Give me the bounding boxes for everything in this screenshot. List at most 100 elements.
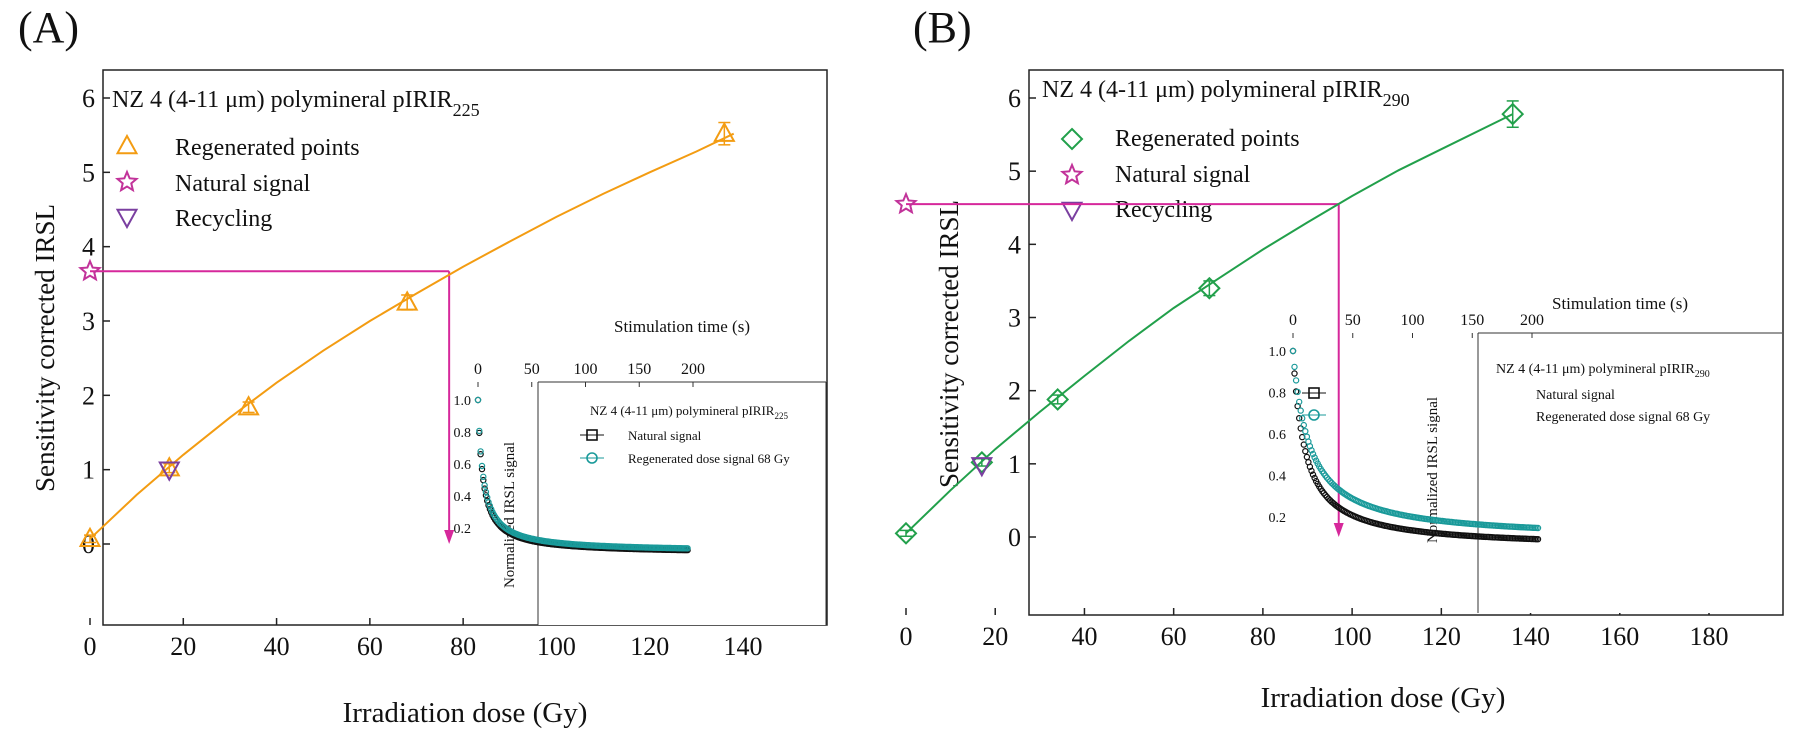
inset-y-tick-label: 1.0 — [454, 394, 472, 409]
chart-title: NZ 4 (4-11 μm) polymineral pIRIR225 — [112, 87, 480, 120]
decay-point — [1300, 421, 1308, 429]
decay-point — [1309, 450, 1317, 458]
inset-x-tick-label: 50 — [1345, 312, 1361, 329]
inset-legend-label-regenerated: Regenerated dose signal 68 Gy — [1536, 410, 1710, 425]
inset-title-main: NZ 4 (4-11 μm) polymineral pIRIR — [590, 403, 775, 418]
x-tick-label: 20 — [982, 622, 1008, 651]
inset-y-axis: 0.2 0.4 0.6 0.8 1.0 — [1269, 345, 1287, 526]
decay-point — [477, 451, 484, 458]
diamond-marker — [894, 521, 918, 545]
inset-legend-label-natural: Natural signal — [628, 428, 702, 443]
y-tick-label: 3 — [82, 307, 95, 336]
inset-y-tick-label: 0.8 — [454, 426, 472, 441]
decay-point — [1291, 370, 1298, 377]
decay-point — [476, 429, 483, 437]
star-marker — [78, 258, 102, 282]
inset-decay-points — [1289, 347, 1542, 543]
x-tick-label: 60 — [1161, 622, 1187, 651]
x-tick-label: 20 — [170, 632, 196, 661]
x-tick-label: 40 — [1071, 622, 1097, 651]
triangle-up-marker — [237, 395, 260, 416]
y-tick-label: 2 — [82, 381, 95, 410]
decay-point — [1311, 474, 1318, 482]
fit-curve — [905, 113, 1514, 535]
legend-marker-star — [1060, 162, 1084, 186]
legend-label-natural: Natural signal — [1115, 162, 1251, 188]
triangle-up-marker — [713, 121, 736, 142]
decay-point — [481, 482, 488, 489]
inset-y-axis-label: Normalized IRSL signal — [1425, 397, 1441, 543]
decay-point — [1311, 454, 1318, 461]
dose-guide-arrowhead — [444, 530, 455, 544]
decay-point — [1298, 415, 1306, 422]
inset-x-tick-label: 50 — [524, 361, 540, 378]
inset-legend-square-marker — [586, 429, 598, 441]
y-tick-label: 0 — [1008, 523, 1021, 552]
decay-point — [1308, 447, 1315, 454]
inset-x-tick-label: 150 — [1460, 312, 1484, 329]
inset-y-tick-label: 0.2 — [454, 522, 472, 537]
x-tick-label: 100 — [1333, 622, 1372, 651]
legend-label-natural: Natural signal — [175, 171, 311, 197]
y-tick-label: 1 — [1008, 450, 1021, 479]
decay-point — [480, 473, 487, 480]
decay-point — [1308, 467, 1315, 475]
panel-label: (A) — [18, 3, 79, 52]
inset-x-tick-label: 0 — [474, 361, 482, 378]
decay-point — [477, 448, 484, 455]
chart-title-main: NZ 4 (4-11 μm) polymineral pIRIR — [112, 87, 453, 113]
inset-x-axis: 0 50 100 150 200 — [474, 361, 705, 387]
triangle-up-marker — [395, 290, 419, 311]
decay-point — [1291, 363, 1298, 371]
inset-title: NZ 4 (4-11 μm) polymineral pIRIR290 — [1496, 362, 1710, 380]
legend-markers — [1060, 127, 1084, 223]
equivalent-dose-guides — [90, 270, 455, 544]
inset-y-tick-label: 0.2 — [1269, 511, 1287, 526]
legend-marker-star — [115, 169, 139, 193]
y-axis: 0 1 2 3 4 5 6 — [1008, 84, 1036, 552]
y-tick-label: 6 — [1008, 84, 1021, 113]
decay-point — [1300, 441, 1308, 448]
decay-point — [1302, 428, 1309, 435]
chart-title: NZ 4 (4-11 μm) polymineral pIRIR290 — [1042, 77, 1410, 110]
x-axis-label: Irradiation dose (Gy) — [1261, 682, 1506, 714]
inset-legend-square-marker — [1308, 387, 1320, 399]
inset-background — [1470, 320, 1782, 613]
y-tick-label: 1 — [82, 456, 95, 485]
x-tick-label: 80 — [1250, 622, 1276, 651]
x-axis-label: Irradiation dose (Gy) — [343, 697, 588, 729]
triangle-down-marker — [158, 461, 181, 482]
equivalent-dose-guides — [906, 203, 1344, 537]
decay-point — [1534, 536, 1542, 543]
data-points — [894, 100, 1525, 545]
legend-marker-diamond — [1060, 127, 1084, 151]
panel-b: (B) 0 1 2 3 4 5 6 0 20 40 60 80 100 120 140 160 180 Sen… — [894, 3, 1784, 714]
chart-title-subscript: 290 — [1383, 90, 1410, 110]
fit-curve — [89, 132, 735, 540]
x-tick-label: 40 — [264, 632, 290, 661]
decay-point — [478, 465, 486, 473]
inset-background — [538, 373, 826, 625]
triangle-up-marker — [158, 456, 181, 477]
panel-a: (A) 0 1 2 3 4 5 6 0 20 40 60 80 100 120 140 Sensitivi… — [18, 3, 828, 729]
inset-x-axis: 0 50 100 150 200 — [1289, 312, 1544, 338]
inset-x-tick-label: 100 — [1401, 312, 1425, 329]
decay-point — [1534, 524, 1542, 532]
x-tick-label: 140 — [1511, 622, 1550, 651]
plot-frame — [1028, 69, 1784, 616]
x-tick-label: 100 — [537, 632, 576, 661]
decay-point — [1309, 471, 1317, 478]
diamond-marker — [1501, 102, 1525, 126]
y-axis-label: Sensitivity corrected IRSL — [30, 204, 60, 492]
decay-point — [476, 427, 483, 435]
legend: Regenerated points Natural signal Recycl… — [1115, 126, 1300, 223]
data-points — [78, 121, 736, 547]
star-marker — [894, 191, 918, 215]
inset-x-tick-label: 200 — [1520, 312, 1544, 329]
y-tick-label: 4 — [82, 233, 95, 262]
y-tick-label: 3 — [1008, 304, 1021, 333]
inset-chart: 0 50 100 150 200 0.2 0.4 0.6 0.8 1.0 Stimulation… — [454, 317, 827, 625]
inset-legend-circle-marker — [586, 452, 598, 464]
inset-top-axis-label: Stimulation time (s) — [1552, 294, 1688, 313]
